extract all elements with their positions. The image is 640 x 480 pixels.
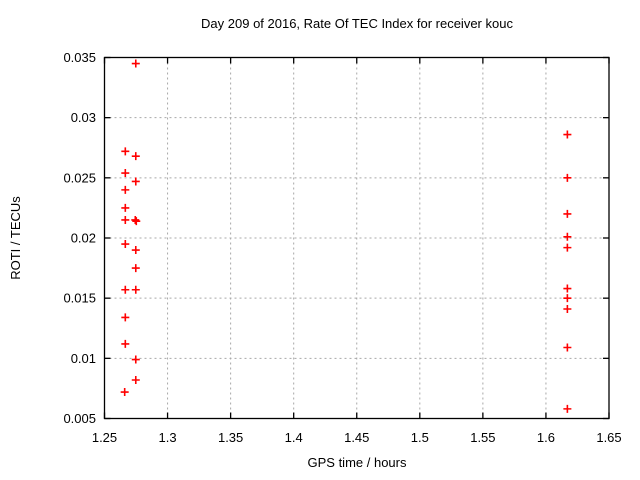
data-point [121,169,130,178]
data-point [563,243,572,252]
data-point [563,404,572,413]
data-point [121,285,130,294]
x-tick-label: 1.4 [285,430,303,445]
x-tick-label: 1.25 [92,430,117,445]
data-point [131,177,140,186]
y-tick-label: 0.02 [71,231,96,246]
x-tick-label: 1.3 [159,430,177,445]
data-point [131,285,140,294]
x-tick-label: 1.35 [218,430,243,445]
data-point [121,185,130,194]
data-point [563,130,572,139]
data-point [131,375,140,384]
data-point [563,304,572,313]
y-tick-label: 0.015 [63,291,96,306]
x-tick-label: 1.55 [470,430,495,445]
data-point [120,388,129,397]
data-point [563,343,572,352]
data-point [563,232,572,241]
data-point [121,339,130,348]
data-point [563,284,572,293]
y-tick-label: 0.005 [63,411,96,426]
x-tick-label: 1.65 [596,430,621,445]
data-point [121,203,130,212]
x-tick-label: 1.6 [537,430,555,445]
data-point [563,294,572,303]
data-point [131,59,140,68]
y-tick-label: 0.025 [63,170,96,185]
data-point [131,246,140,255]
data-point [121,240,130,249]
x-axis-label: GPS time / hours [307,455,407,470]
data-point [121,147,130,156]
y-tick-label: 0.03 [71,110,96,125]
x-tick-label: 1.5 [411,430,429,445]
y-tick-label: 0.035 [63,50,96,65]
data-point [131,215,140,224]
data-point [132,217,141,226]
chart-title: Day 209 of 2016, Rate Of TEC Index for r… [201,16,513,31]
data-point [563,173,572,182]
data-point [121,313,130,322]
data-point [131,355,140,364]
y-tick-label: 0.01 [71,351,96,366]
data-point [131,152,140,161]
data-point [131,264,140,273]
data-point [121,215,130,224]
x-tick-label: 1.45 [344,430,369,445]
data-point [563,209,572,218]
